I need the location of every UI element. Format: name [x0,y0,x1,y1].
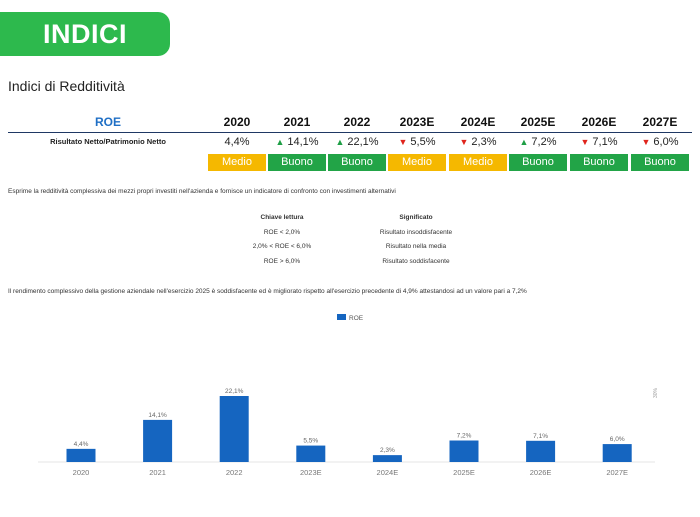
x-tick-label: 2022 [226,468,243,477]
table-rating-row: Medio Buono Buono Medio Medio Buono Buon… [8,154,692,172]
year-header: 2022 [343,115,371,129]
bar-data-label: 6,0% [610,436,625,443]
table-value-row: Risultato Netto/Patrimonio Netto 4,4% ▲ 1… [8,133,692,151]
trend-up-icon: ▲ [335,137,345,147]
bar-2022 [219,396,249,462]
conclusion-text: Il rendimento complessivo della gestione… [8,288,527,295]
value-cell: 4,4% [208,136,266,148]
bar-2026E [526,440,556,462]
bar-data-label: 7,2% [457,432,472,439]
trend-down-icon: ▼ [641,137,651,147]
chart-legend: ROE [337,314,364,322]
rating-badge: Buono [328,154,386,171]
legend-swatch [337,314,346,320]
year-header: 2026E [581,115,617,129]
rating-badge: Medio [208,154,266,171]
value-cell: ▲ 14,1% [268,136,326,148]
rating-badge: Buono [631,154,689,171]
key-meaning: Risultato insoddisfacente [379,228,453,236]
value-text: 7,2% [531,136,557,148]
key-meaning: Risultato nella media [385,243,447,250]
year-header: 2025E [520,115,556,129]
bars-group: 4,4% 2020 14,1% 2021 22,1% 2022 5,5% 2023E 2,3% 2… [66,388,632,477]
value-text: 14,1% [287,136,319,148]
trend-down-icon: ▼ [398,137,408,147]
bar-2024E [372,455,402,462]
table-header-row: ROE 2020 2021 2022 2023E 2024E 2025E 202… [8,112,692,133]
x-tick-label: 2020 [73,468,90,477]
key-row: 2,0% < ROE < 6,0% Risultato nella media [230,243,470,258]
metric-label: Risultato Netto/Patrimonio Netto [50,137,166,146]
bar-2020 [66,448,96,462]
bar-2023E [296,445,326,462]
key-range: ROE > 6,0% [263,257,301,265]
value-cell: ▼ 2,3% [449,136,507,148]
value-text: 5,5% [410,136,436,148]
value-text: 4,4% [224,136,250,148]
key-row: ROE < 2,0% Risultato insoddisfacente [230,229,470,244]
roe-bar-chart: ROE 30% 4,4% 2020 14,1% 2021 22,1% 2022 5,5% 20… [38,314,659,477]
trend-up-icon: ▲ [519,137,529,147]
rating-badge: Medio [388,154,446,171]
year-header: 2021 [283,115,311,129]
side-axis-label: 30% [653,387,659,398]
rating-badge: Buono [570,154,628,171]
value-text: 6,0% [653,136,679,148]
bar-2027E [602,444,632,462]
key-header-range: Chiave lettura [260,214,304,221]
bar-data-label: 2,3% [380,447,395,454]
key-range: ROE < 2,0% [263,228,301,236]
trend-up-icon: ▲ [275,137,285,147]
trend-down-icon: ▼ [580,137,590,147]
value-text: 2,3% [471,136,497,148]
bar-data-label: 5,5% [303,438,318,445]
value-cell: ▼ 7,1% [570,136,628,148]
x-tick-label: 2021 [149,468,166,477]
value-cell: ▼ 5,5% [388,136,446,148]
value-cell: ▲ 7,2% [509,136,567,148]
roe-table: ROE 2020 2021 2022 2023E 2024E 2025E 202… [8,112,692,172]
x-tick-label: 2023E [300,468,322,477]
key-range: 2,0% < ROE < 6,0% [252,243,312,250]
rating-badge: Buono [268,154,326,171]
key-header-meaning: Significato [399,214,433,221]
value-text: 7,1% [592,136,618,148]
bar-data-label: 22,1% [225,388,244,395]
value-cell: ▲ 22,1% [328,136,386,148]
bar-data-label: 4,4% [74,441,89,448]
trend-down-icon: ▼ [459,137,469,147]
x-tick-label: 2026E [530,468,552,477]
value-cell: ▼ 6,0% [631,136,689,148]
key-header-row: Chiave lettura Significato [230,214,470,229]
year-header: 2024E [460,115,496,129]
year-header: 2023E [399,115,435,129]
legend-label: ROE [349,315,364,322]
section-title: Indici di Redditività [8,78,125,94]
roe-header-label: ROE [94,115,121,129]
banner-title: INDICI [43,18,127,49]
bar-data-label: 14,1% [148,412,167,419]
value-text: 22,1% [347,136,379,148]
page-banner: INDICI [0,12,170,56]
x-tick-label: 2025E [453,468,475,477]
year-header: 2027E [642,115,678,129]
bar-2021 [143,419,173,462]
description-text: Esprime la redditività complessiva dei m… [8,188,396,195]
bar-data-label: 7,1% [533,433,548,440]
year-header: 2020 [223,115,251,129]
reading-key-table: Chiave lettura Significato ROE < 2,0% Ri… [230,214,470,272]
bar-2025E [449,440,479,462]
key-meaning: Risultato soddisfacente [382,257,450,265]
key-row: ROE > 6,0% Risultato soddisfacente [230,258,470,273]
x-tick-label: 2027E [606,468,628,477]
x-tick-label: 2024E [377,468,399,477]
rating-badge: Buono [509,154,567,171]
rating-badge: Medio [449,154,507,171]
